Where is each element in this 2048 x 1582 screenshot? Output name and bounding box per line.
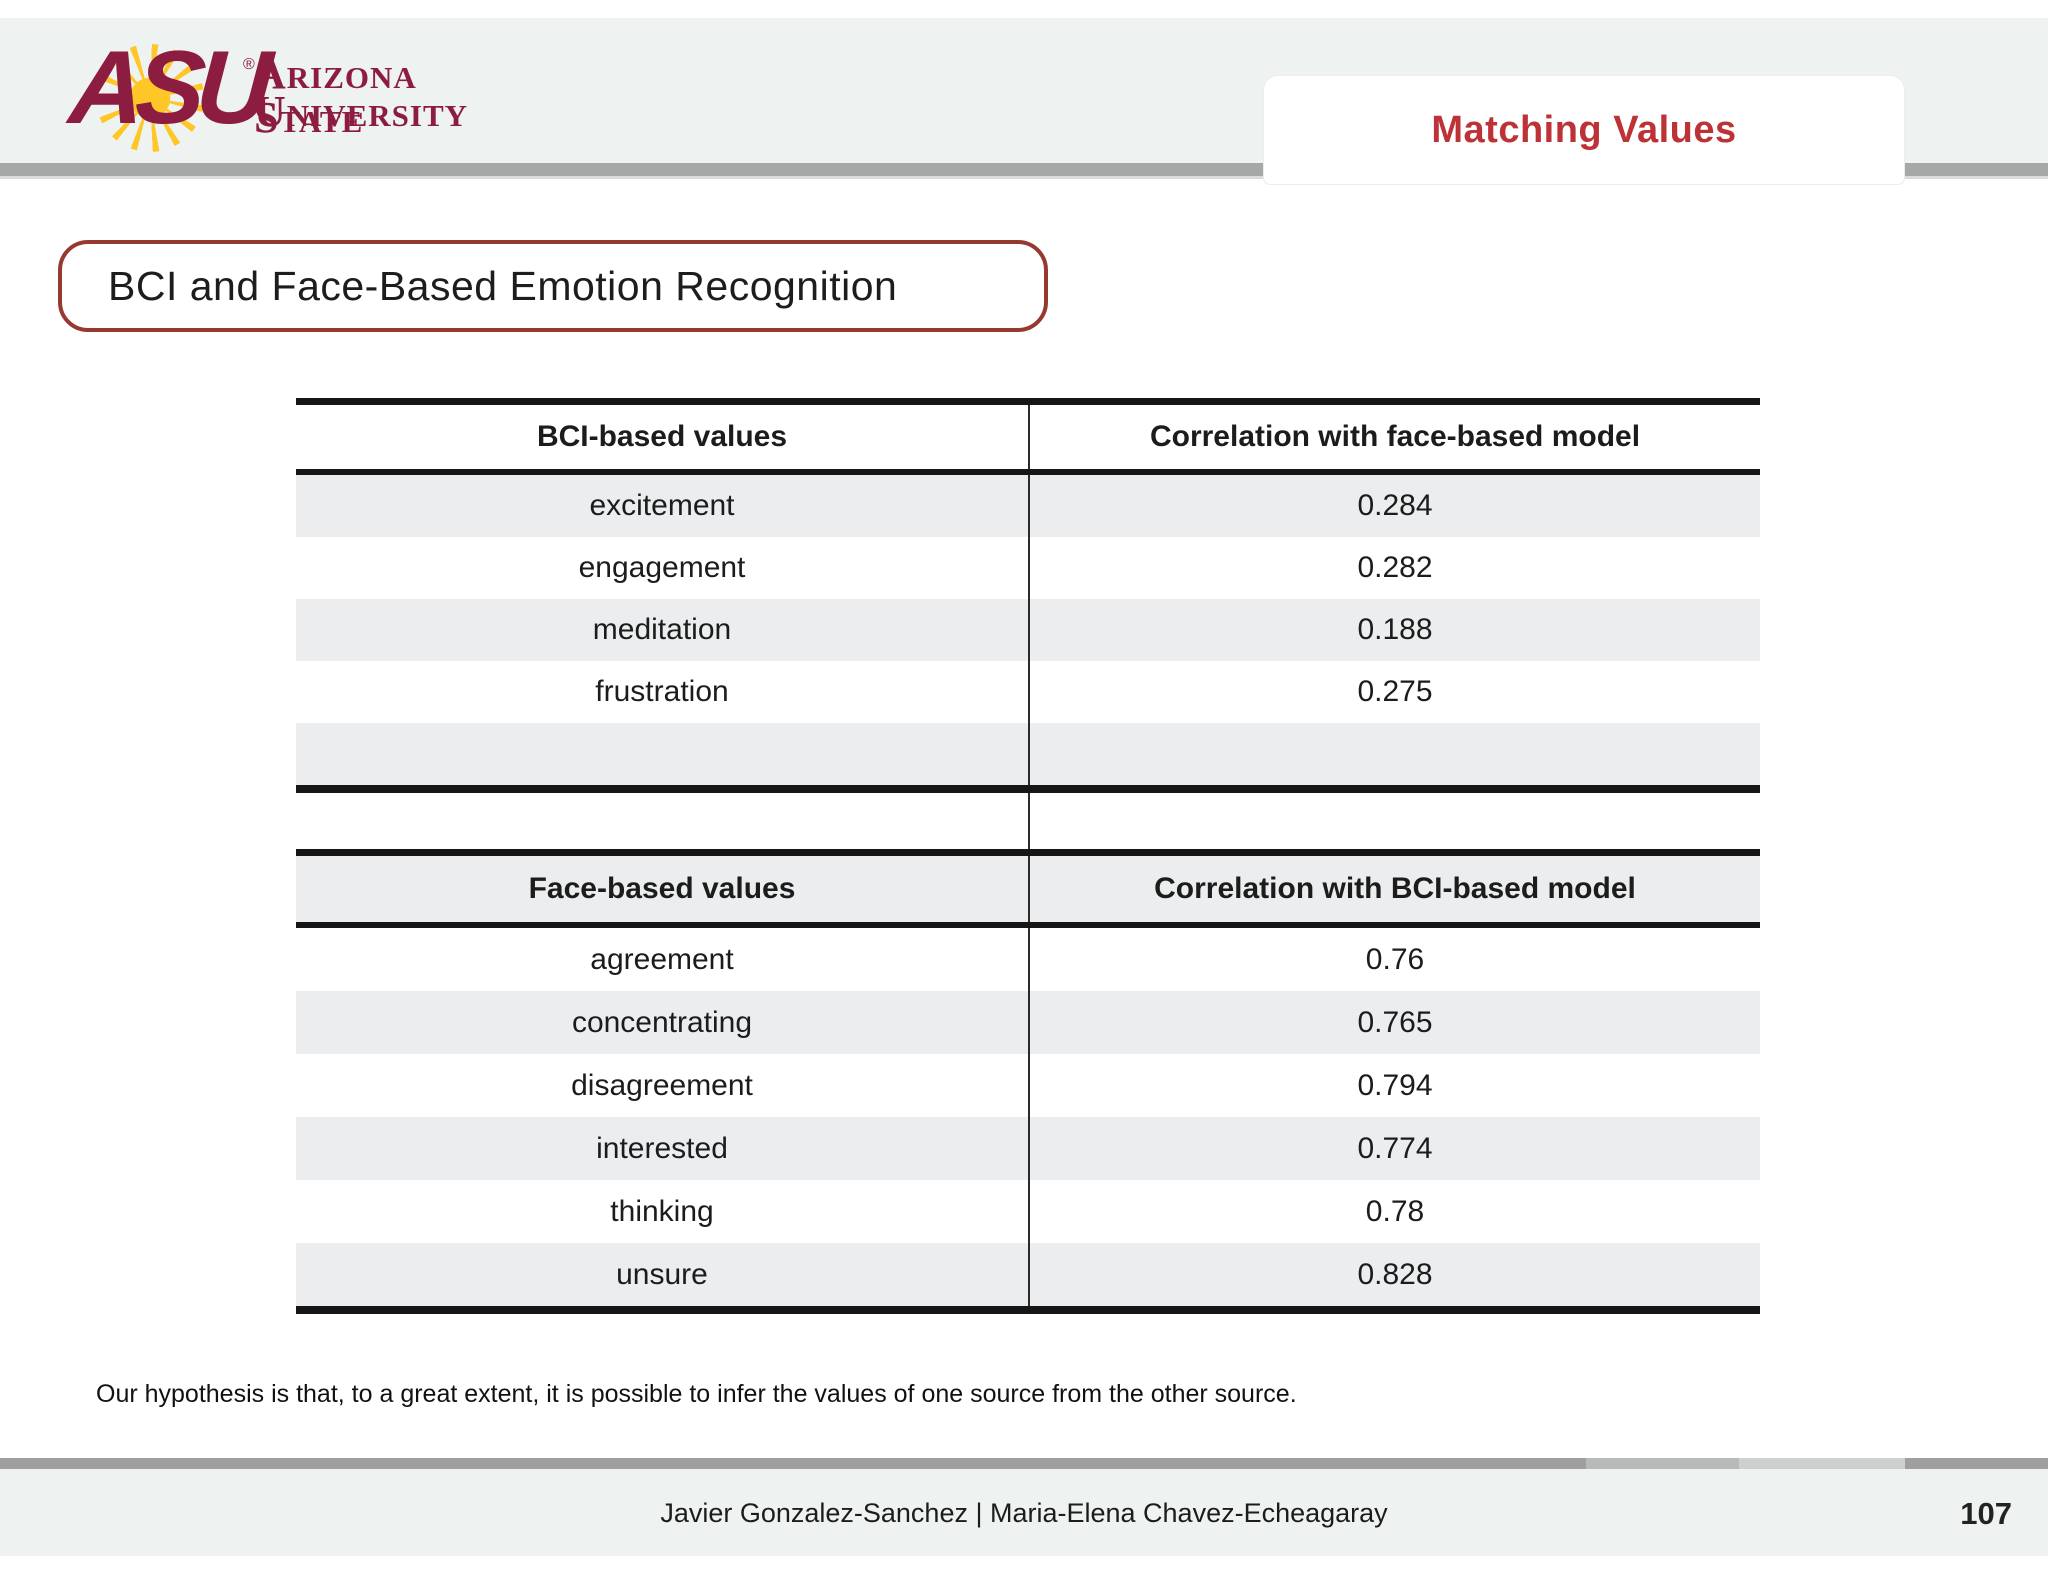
- table-cell: 0.828: [1357, 1257, 1433, 1291]
- column-header: Face-based values: [296, 852, 1030, 928]
- table-cell: engagement: [296, 537, 1030, 599]
- table-row: thinking 0.78: [296, 1180, 1760, 1243]
- table-cell: excitement: [296, 472, 1030, 537]
- hypothesis-note: Our hypothesis is that, to a great exten…: [96, 1380, 1297, 1408]
- column-divider-line: [1028, 793, 1030, 849]
- logo-line1: Arizona State: [254, 49, 417, 142]
- title-box: BCI and Face-Based Emotion Recognition: [58, 240, 1048, 332]
- table-gap: [296, 793, 1760, 849]
- footer-bar-notch: [1739, 1458, 1905, 1469]
- column-header: Correlation with BCI-based model: [1029, 852, 1760, 928]
- table-cell: 0.275: [1357, 675, 1433, 708]
- table-row: frustration 0.275: [296, 661, 1760, 723]
- asu-acronym: ASU: [65, 30, 267, 146]
- column-header: Correlation with face-based model: [1029, 401, 1760, 475]
- table-cell: 0.282: [1357, 551, 1433, 584]
- table-row: agreement 0.76: [296, 925, 1760, 991]
- logo-line2: University: [254, 87, 469, 136]
- table-cell: 0.188: [1357, 613, 1433, 646]
- table-cell: concentrating: [296, 991, 1030, 1054]
- table-cell: thinking: [296, 1180, 1030, 1243]
- page-title: BCI and Face-Based Emotion Recognition: [108, 262, 898, 309]
- header-tab-title: Matching Values: [1431, 108, 1737, 151]
- table-row: disagreement 0.794: [296, 1054, 1760, 1117]
- table-cell: [296, 723, 1030, 789]
- table-row: concentrating 0.765: [296, 991, 1760, 1054]
- tables-wrap: BCI-based values Correlation with face-b…: [296, 398, 1760, 1314]
- table-row: interested 0.774: [296, 1117, 1760, 1180]
- column-header: BCI-based values: [296, 401, 1030, 475]
- table-row: excitement 0.284: [296, 472, 1760, 537]
- table-row: unsure 0.828: [296, 1243, 1760, 1310]
- footer-band: [0, 1469, 2048, 1556]
- table-cell: 0.765: [1357, 1005, 1433, 1039]
- table-cell: 0.794: [1357, 1068, 1433, 1102]
- face-values-table: Face-based values Correlation with BCI-b…: [296, 849, 1760, 1314]
- table-cell: 0.76: [1365, 942, 1425, 976]
- registered-mark: ®: [243, 56, 255, 73]
- table-cell: interested: [296, 1117, 1030, 1180]
- table-header-row: BCI-based values Correlation with face-b…: [296, 401, 1760, 475]
- sunburst-icon: [96, 44, 204, 152]
- footer-divider-bar: [0, 1458, 2048, 1469]
- table-cell: disagreement: [296, 1054, 1030, 1117]
- footer-bar-notch: [1586, 1458, 1739, 1469]
- page-number: 107: [1960, 1496, 2012, 1531]
- table-cell: [1029, 723, 1760, 789]
- footer-authors: Javier Gonzalez-Sanchez | Maria-Elena Ch…: [660, 1498, 1388, 1528]
- table-row: meditation 0.188: [296, 599, 1760, 661]
- table-row: engagement 0.282: [296, 537, 1760, 599]
- table-row-empty: [296, 723, 1760, 789]
- table-header-row: Face-based values Correlation with BCI-b…: [296, 852, 1760, 928]
- table-cell: frustration: [296, 661, 1030, 723]
- table-cell: 0.774: [1357, 1131, 1433, 1165]
- table-cell: meditation: [296, 599, 1030, 661]
- bci-values-table: BCI-based values Correlation with face-b…: [296, 398, 1760, 793]
- table-cell: agreement: [296, 925, 1030, 991]
- header-tab: Matching Values: [1264, 76, 1904, 184]
- table-cell: 0.78: [1365, 1194, 1425, 1228]
- table-cell: unsure: [296, 1243, 1030, 1310]
- table-cell: 0.284: [1357, 489, 1433, 522]
